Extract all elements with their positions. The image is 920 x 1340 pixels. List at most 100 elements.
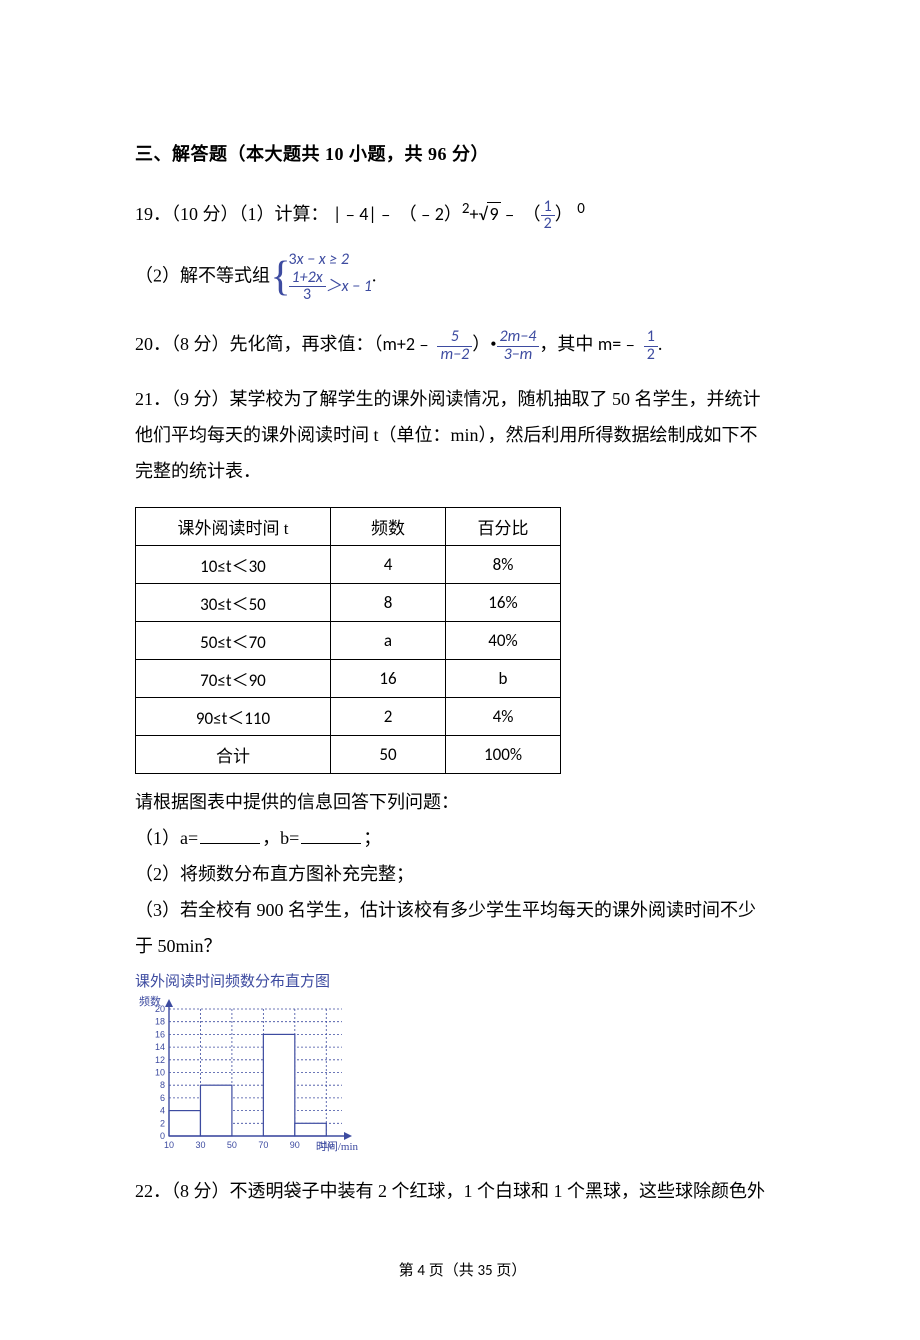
svg-text:14: 14 — [155, 1042, 165, 1052]
sys-row-2: 1+2x3＞x − 1 — [289, 270, 372, 305]
q19-close: ） — [555, 203, 573, 225]
chart-title: 课外阅读时间频数分布直方图 — [135, 970, 790, 991]
svg-text:90: 90 — [290, 1140, 300, 1150]
question-19: 19．（10 分）（1）计算： |﹣4|﹣ （﹣2）2+9﹣ （12） 0 — [135, 194, 790, 233]
sys-row-1: 3x − x ≥ 2 — [289, 251, 372, 269]
q20-frac2-num: 2m−4 — [497, 329, 540, 347]
q21-line2: 他们平均每天的课外阅读时间 t（单位：min），然后利用所得数据绘制成如下不 — [135, 417, 790, 453]
blank-b[interactable] — [301, 825, 361, 844]
q19-period: . — [372, 265, 377, 287]
sys-row1-b: x − x ≥ 2 — [297, 250, 349, 269]
th-pct: 百分比 — [446, 508, 561, 546]
question-22: 22．（8 分）不透明袋子中装有 2 个红球，1 个白球和 1 个黑球，这些球除… — [135, 1173, 790, 1209]
sqrt-9: 9 — [478, 196, 500, 232]
q21-p1-a: （1）a= — [135, 828, 198, 848]
svg-text:16: 16 — [155, 1030, 165, 1040]
q21-part3b: 于 50min？ — [135, 928, 790, 964]
q21-p1-c: ； — [363, 828, 381, 848]
table-cell: b — [446, 660, 561, 698]
table-cell: 4 — [331, 546, 446, 584]
q20-frac1: 5m−2 — [437, 329, 472, 364]
table-row: 合计50100% — [136, 736, 561, 774]
table-cell: 16 — [331, 660, 446, 698]
svg-text:时间/min: 时间/min — [316, 1140, 359, 1153]
q19-part2-label: （2）解不等式组 — [135, 266, 270, 286]
page: 三、解答题（本大题共 10 小题，共 96 分） 19．（10 分）（1）计算：… — [0, 0, 920, 1340]
table-cell: 40% — [446, 622, 561, 660]
th-time: 课外阅读时间 t — [136, 508, 331, 546]
q21-part2: （2）将频数分布直方图补充完整； — [135, 856, 790, 892]
table-cell: 合计 — [136, 736, 331, 774]
svg-text:2: 2 — [160, 1119, 165, 1129]
svg-text:18: 18 — [155, 1017, 165, 1027]
q20-frac3-den: 2 — [644, 347, 658, 364]
section-heading: 三、解答题（本大题共 10 小题，共 96 分） — [135, 140, 790, 166]
q19-sup2: 2 — [462, 200, 470, 218]
table-cell: 90≤t＜110 — [136, 698, 331, 736]
table-row: 30≤t＜50816% — [136, 584, 561, 622]
q21-after-table: 请根据图表中提供的信息回答下列问题： — [135, 784, 790, 820]
q19-minus-open: ﹣ （ — [501, 203, 541, 225]
blank-a[interactable] — [200, 825, 260, 844]
q20-frac3: 12 — [644, 329, 658, 364]
svg-text:70: 70 — [258, 1140, 268, 1150]
q19-frac-half: 12 — [541, 199, 555, 234]
svg-text:10: 10 — [155, 1068, 165, 1078]
svg-text:6: 6 — [160, 1093, 165, 1103]
svg-text:20: 20 — [155, 1004, 165, 1014]
frequency-table: 课外阅读时间 t 频数 百分比 10≤t＜3048%30≤t＜50816%50≤… — [135, 507, 561, 774]
q20-frac2-den: 3−m — [497, 347, 540, 364]
footer-page: 4 — [417, 1262, 425, 1280]
footer-c: 页） — [493, 1263, 527, 1279]
table-cell: 8 — [331, 584, 446, 622]
table-row: 90≤t＜11024% — [136, 698, 561, 736]
q20-where: ，其中 — [539, 334, 598, 354]
question-21: 21．（9 分）某学校为了解学生的课外阅读情况，随机抽取了 50 名学生，并统计… — [135, 381, 790, 489]
inequality-system: { 3x − x ≥ 2 1+2x3＞x − 1 — [275, 251, 372, 304]
footer-a: 第 — [399, 1263, 418, 1279]
svg-text:8: 8 — [160, 1081, 165, 1091]
q19-sup0: 0 — [577, 200, 585, 218]
svg-text:10: 10 — [164, 1140, 174, 1150]
sys-row2-tail: ＞x − 1 — [326, 277, 372, 296]
q19-abs-expr: |﹣4|﹣ （﹣2） — [333, 203, 462, 225]
q20-frac2: 2m−43−m — [497, 329, 540, 364]
table-cell: 8% — [446, 546, 561, 584]
table-cell: 50 — [331, 736, 446, 774]
page-footer: 第 4 页（共 35 页） — [135, 1259, 790, 1280]
footer-b: 页（共 — [425, 1263, 478, 1279]
q21-line1: 21．（9 分）某学校为了解学生的课外阅读情况，随机抽取了 50 名学生，并统计 — [135, 381, 790, 417]
th-freq: 频数 — [331, 508, 446, 546]
q19-plus: + — [470, 203, 479, 225]
svg-text:4: 4 — [160, 1106, 165, 1116]
q21-line3: 完整的统计表． — [135, 453, 790, 489]
table-row: 50≤t＜70a40% — [136, 622, 561, 660]
q20-frac3-num: 1 — [644, 329, 658, 347]
sys-row2-frac: 1+2x3 — [289, 270, 326, 305]
sys-row2-den: 3 — [289, 287, 326, 304]
footer-total: 35 — [477, 1262, 492, 1280]
q20-mid: ）• — [472, 334, 496, 354]
question-20: 20．（8 分）先化简，再求值：（m+2﹣ 5m−2）•2m−43−m，其中 m… — [135, 326, 790, 363]
svg-text:50: 50 — [227, 1140, 237, 1150]
q21-p1-b: ，b= — [262, 828, 299, 848]
q20-frac1-den: m−2 — [437, 347, 472, 364]
table-cell: 70≤t＜90 — [136, 660, 331, 698]
table-cell: 30≤t＜50 — [136, 584, 331, 622]
frac-den: 2 — [541, 216, 555, 233]
q21-part1: （1）a= ，b= ； — [135, 820, 790, 856]
q20-m-eq: m=﹣ — [598, 333, 639, 355]
q20-m-plus-2: m+2﹣ — [383, 333, 433, 355]
histogram: 频数024681012141618201030507090110时间/min — [135, 993, 360, 1158]
table-cell: a — [331, 622, 446, 660]
q20-tail: . — [658, 333, 663, 355]
table-body: 10≤t＜3048%30≤t＜50816%50≤t＜70a40%70≤t＜901… — [136, 546, 561, 774]
svg-text:30: 30 — [195, 1140, 205, 1150]
q21-part3a: （3）若全校有 900 名学生，估计该校有多少学生平均每天的课外阅读时间不少 — [135, 892, 790, 928]
brace-icon: { — [271, 256, 291, 298]
table-row: 10≤t＜3048% — [136, 546, 561, 584]
table-row: 70≤t＜9016b — [136, 660, 561, 698]
table-cell: 50≤t＜70 — [136, 622, 331, 660]
svg-text:12: 12 — [155, 1055, 165, 1065]
table-head: 课外阅读时间 t 频数 百分比 — [136, 508, 561, 546]
